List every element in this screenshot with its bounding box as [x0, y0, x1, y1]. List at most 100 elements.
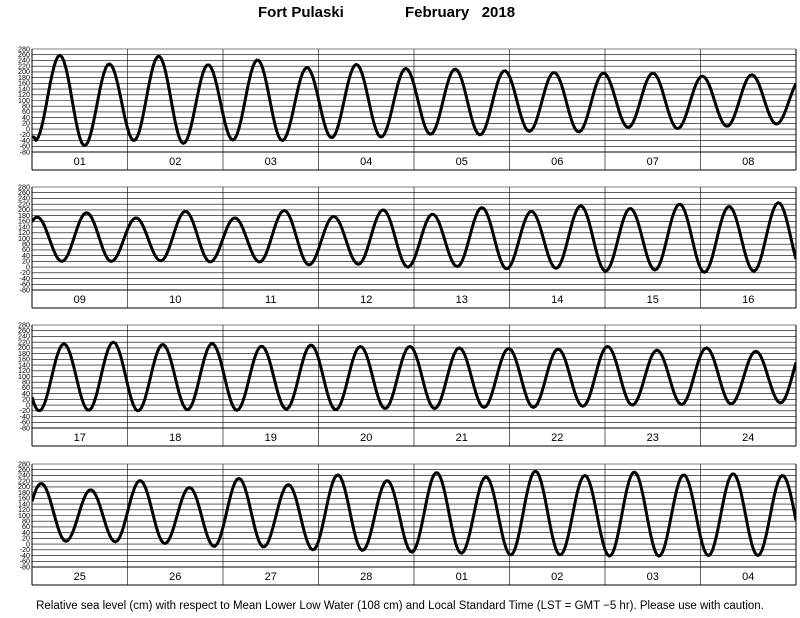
y-tick-label: 100 [18, 234, 30, 243]
y-tick-label: 220 [18, 199, 30, 208]
station-name: Fort Pulaski [258, 4, 344, 21]
y-tick-label: 200 [18, 343, 30, 352]
y-tick-label: 160 [18, 494, 30, 503]
y-tick-label: -60 [20, 280, 30, 289]
day-label: 04 [360, 156, 372, 168]
day-label: 07 [647, 156, 659, 168]
y-tick-label: 140 [18, 499, 30, 508]
y-tick-label: 280 [18, 182, 30, 191]
y-tick-label: -40 [20, 136, 30, 145]
day-label: 28 [360, 571, 372, 583]
y-tick-label: 240 [18, 56, 30, 65]
y-tick-label: 260 [18, 50, 30, 59]
day-label: 04 [742, 571, 754, 583]
day-label: 13 [456, 294, 468, 306]
y-tick-label: 180 [18, 211, 30, 220]
day-label: 26 [169, 571, 181, 583]
y-tick-label: 160 [18, 355, 30, 364]
y-tick-label: 0 [26, 539, 30, 548]
y-tick-label: 20 [22, 119, 30, 128]
day-label: 06 [551, 156, 563, 168]
y-tick-label: -60 [20, 557, 30, 566]
panel-2: -80-60-40-200204060801001201401601802002… [18, 182, 797, 309]
day-label: 05 [456, 156, 468, 168]
y-tick-label: 60 [22, 383, 30, 392]
day-label: 19 [265, 432, 277, 444]
day-label: 27 [265, 571, 277, 583]
y-tick-label: 180 [18, 349, 30, 358]
day-label: 21 [456, 432, 468, 444]
y-tick-label: -60 [20, 142, 30, 151]
panel-3: -80-60-40-200204060801001201401601802002… [18, 320, 797, 447]
y-tick-label: 20 [22, 395, 30, 404]
y-tick-label: -20 [20, 268, 30, 277]
y-tick-label: 60 [22, 245, 30, 254]
y-tick-label: 200 [18, 205, 30, 214]
y-tick-label: 260 [18, 188, 30, 197]
tide-series-line [32, 201, 796, 274]
y-tick-label: -80 [20, 562, 30, 571]
y-tick-label: 0 [26, 262, 30, 271]
y-tick-label: 220 [18, 61, 30, 70]
y-tick-label: 60 [22, 107, 30, 116]
day-label: 03 [265, 156, 277, 168]
y-tick-label: 240 [18, 332, 30, 341]
y-tick-label: 220 [18, 337, 30, 346]
day-label: 01 [456, 571, 468, 583]
y-tick-label: 20 [22, 257, 30, 266]
y-tick-label: 140 [18, 84, 30, 93]
y-tick-label: 80 [22, 517, 30, 526]
y-tick-label: -60 [20, 418, 30, 427]
y-tick-label: 180 [18, 73, 30, 82]
y-tick-label: 280 [18, 459, 30, 468]
y-tick-label: 280 [18, 44, 30, 53]
y-tick-label: 260 [18, 326, 30, 335]
y-tick-label: 220 [18, 476, 30, 485]
day-label: 24 [742, 432, 754, 444]
day-label: 10 [169, 294, 181, 306]
day-label: 09 [74, 294, 86, 306]
panel-4: -80-60-40-200204060801001201401601802002… [18, 459, 797, 586]
day-label: 23 [647, 432, 659, 444]
day-label: 17 [74, 432, 86, 444]
y-tick-label: 100 [18, 372, 30, 381]
day-label: 02 [551, 571, 563, 583]
y-tick-label: 80 [22, 240, 30, 249]
y-tick-label: -40 [20, 274, 30, 283]
month-year: February 2018 [405, 4, 516, 21]
day-label: 16 [742, 294, 754, 306]
y-tick-label: 120 [18, 90, 30, 99]
y-tick-label: 80 [22, 102, 30, 111]
y-tick-label: 0 [26, 124, 30, 133]
day-label: 22 [551, 432, 563, 444]
day-label: 14 [551, 294, 563, 306]
y-tick-label: -80 [20, 423, 30, 432]
y-tick-label: 280 [18, 320, 30, 329]
day-label: 02 [169, 156, 181, 168]
y-tick-label: 120 [18, 505, 30, 514]
y-tick-label: 200 [18, 482, 30, 491]
y-tick-label: 40 [22, 113, 30, 122]
y-tick-label: 120 [18, 228, 30, 237]
panel-1: -80-60-40-200204060801001201401601802002… [18, 44, 797, 171]
day-label: 20 [360, 432, 372, 444]
y-tick-label: -20 [20, 130, 30, 139]
y-tick-label: -20 [20, 406, 30, 415]
y-tick-label: 260 [18, 465, 30, 474]
day-label: 15 [647, 294, 659, 306]
y-tick-label: 20 [22, 534, 30, 543]
y-tick-label: 40 [22, 528, 30, 537]
y-tick-label: -80 [20, 285, 30, 294]
day-label: 01 [74, 156, 86, 168]
day-label: 03 [647, 571, 659, 583]
y-tick-label: 180 [18, 488, 30, 497]
y-tick-label: 0 [26, 400, 30, 409]
tide-series-line [32, 53, 796, 147]
day-label: 11 [265, 294, 276, 306]
y-tick-label: 120 [18, 366, 30, 375]
y-tick-label: -40 [20, 551, 30, 560]
y-tick-label: 40 [22, 251, 30, 260]
y-tick-label: 140 [18, 360, 30, 369]
y-tick-label: 80 [22, 378, 30, 387]
y-tick-label: -80 [20, 147, 30, 156]
